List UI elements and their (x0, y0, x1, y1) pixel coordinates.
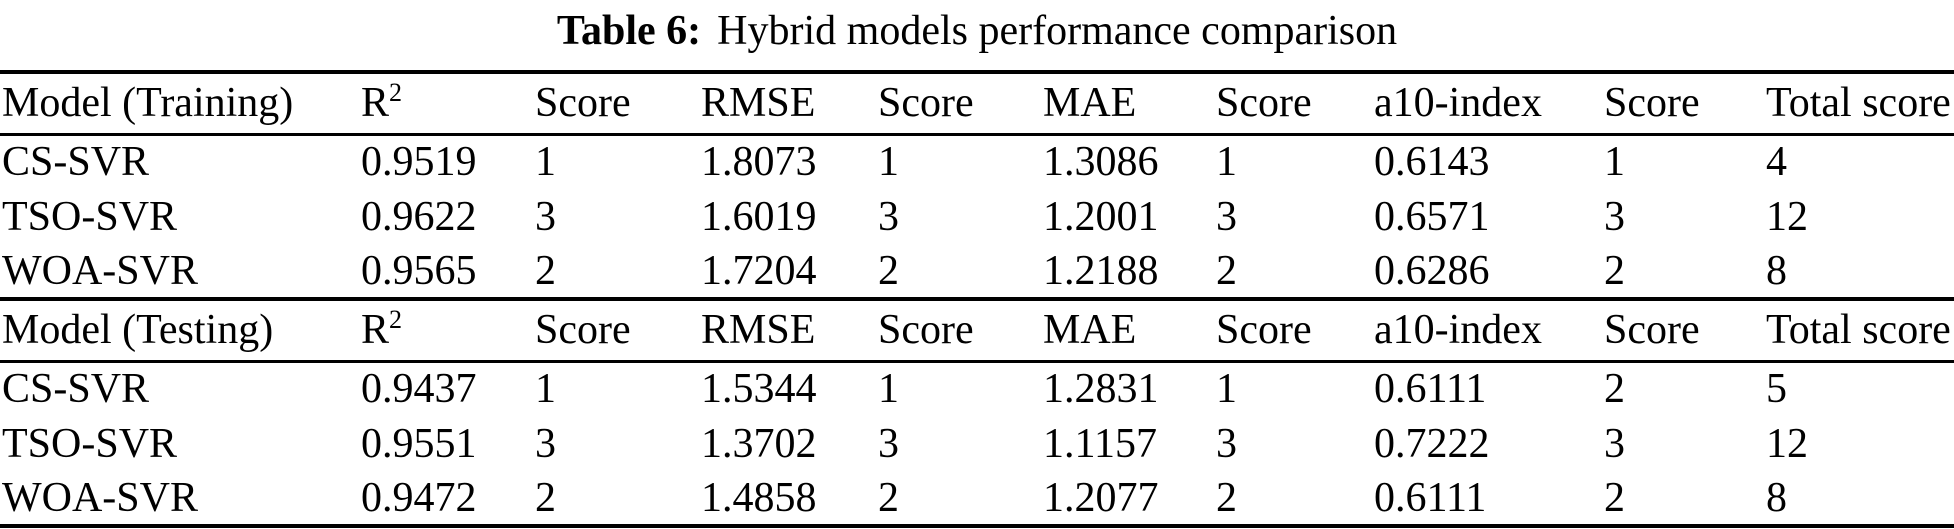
cell-a10-index: 0.6111 (1374, 366, 1487, 413)
column-header-r2: R2 (361, 305, 403, 354)
cell-model: WOA-SVR (2, 247, 198, 294)
column-header-a10-index: a10-index (1374, 307, 1542, 354)
column-header-score: Score (535, 80, 631, 127)
cell-rmse: 1.4858 (701, 474, 817, 521)
r2-superscript: 2 (389, 305, 403, 335)
cell-r2: 0.9565 (361, 247, 477, 294)
cell-score: 3 (1216, 420, 1237, 467)
cell-score: 2 (878, 474, 899, 521)
table-caption-label: Table 6: (556, 8, 702, 54)
cell-a10-index: 0.7222 (1374, 420, 1490, 467)
cell-total-score: 12 (1766, 420, 1808, 467)
cell-score: 3 (1216, 193, 1237, 240)
cell-rmse: 1.6019 (701, 193, 817, 240)
cell-score: 1 (1216, 139, 1237, 186)
cell-total-score: 4 (1766, 139, 1787, 186)
cell-score: 2 (1604, 474, 1625, 521)
cell-score: 1 (1604, 139, 1625, 186)
table-row-testing-cs-svr: CS-SVR 0.9437 1 1.5344 1 1.2831 1 0.6111… (0, 361, 1954, 416)
cell-a10-index: 0.6286 (1374, 247, 1490, 294)
cell-mae: 1.3086 (1043, 139, 1159, 186)
cell-score: 1 (878, 139, 899, 186)
cell-score: 3 (535, 193, 556, 240)
cell-total-score: 12 (1766, 193, 1808, 240)
cell-score: 1 (878, 366, 899, 413)
r2-superscript: 2 (389, 78, 403, 108)
cell-score: 1 (535, 366, 556, 413)
cell-score: 2 (1604, 247, 1625, 294)
cell-rmse: 1.8073 (701, 139, 817, 186)
cell-score: 3 (1604, 420, 1625, 467)
cell-model: TSO-SVR (2, 193, 178, 240)
column-header-score: Score (1604, 80, 1700, 127)
cell-score: 3 (878, 420, 899, 467)
column-header-score: Score (878, 80, 974, 127)
cell-r2: 0.9519 (361, 139, 477, 186)
table-row-training-tso-svr: TSO-SVR 0.9622 3 1.6019 3 1.2001 3 0.657… (0, 189, 1954, 244)
table-row-testing-tso-svr: TSO-SVR 0.9551 3 1.3702 3 1.1157 3 0.722… (0, 416, 1954, 471)
cell-mae: 1.2001 (1043, 193, 1159, 240)
cell-model: CS-SVR (2, 366, 150, 413)
table-row-testing-woa-svr: WOA-SVR 0.9472 2 1.4858 2 1.2077 2 0.611… (0, 471, 1954, 526)
cell-a10-index: 0.6571 (1374, 193, 1490, 240)
cell-mae: 1.2188 (1043, 247, 1159, 294)
table-caption: Table 6: Hybrid models performance compar… (0, 6, 1954, 56)
table-caption-text: Hybrid models performance comparison (717, 8, 1398, 54)
cell-score: 1 (535, 139, 556, 186)
table-row-training-cs-svr: CS-SVR 0.9519 1 1.8073 1 1.3086 1 0.6143… (0, 134, 1954, 189)
cell-a10-index: 0.6111 (1374, 474, 1487, 521)
column-header-model: Model (Testing) (2, 307, 274, 354)
cell-model: TSO-SVR (2, 420, 178, 467)
column-header-score: Score (878, 307, 974, 354)
column-header-rmse: RMSE (701, 80, 816, 127)
column-header-r2: R2 (361, 78, 403, 127)
cell-score: 1 (1216, 366, 1237, 413)
cell-score: 2 (535, 247, 556, 294)
training-header-row: Model (Training) R2 Score RMSE Score MAE… (0, 72, 1954, 134)
cell-score: 3 (1604, 193, 1625, 240)
column-header-total-score: Total score (1766, 307, 1951, 354)
cell-total-score: 8 (1766, 474, 1787, 521)
cell-score: 3 (878, 193, 899, 240)
cell-r2: 0.9551 (361, 420, 477, 467)
column-header-score: Score (1604, 307, 1700, 354)
cell-score: 2 (1604, 366, 1625, 413)
column-header-rmse: RMSE (701, 307, 816, 354)
performance-table: Model (Training) R2 Score RMSE Score MAE… (0, 70, 1954, 528)
cell-mae: 1.2831 (1043, 366, 1159, 413)
cell-score: 2 (878, 247, 899, 294)
column-header-model: Model (Training) (2, 80, 294, 127)
cell-total-score: 8 (1766, 247, 1787, 294)
cell-score: 2 (1216, 247, 1237, 294)
column-header-a10-index: a10-index (1374, 80, 1542, 127)
column-header-score: Score (1216, 307, 1312, 354)
cell-score: 3 (535, 420, 556, 467)
column-header-mae: MAE (1043, 80, 1137, 127)
cell-rmse: 1.5344 (701, 366, 817, 413)
column-header-score: Score (535, 307, 631, 354)
cell-rmse: 1.7204 (701, 247, 817, 294)
cell-a10-index: 0.6143 (1374, 139, 1490, 186)
cell-model: CS-SVR (2, 139, 150, 186)
column-header-score: Score (1216, 80, 1312, 127)
cell-r2: 0.9472 (361, 474, 477, 521)
cell-rmse: 1.3702 (701, 420, 817, 467)
cell-r2: 0.9437 (361, 366, 477, 413)
cell-score: 2 (1216, 474, 1237, 521)
cell-r2: 0.9622 (361, 193, 477, 240)
testing-header-row: Model (Testing) R2 Score RMSE Score MAE … (0, 299, 1954, 361)
cell-mae: 1.1157 (1043, 420, 1157, 467)
column-header-total-score: Total score (1766, 80, 1951, 127)
cell-score: 2 (535, 474, 556, 521)
cell-total-score: 5 (1766, 366, 1787, 413)
column-header-mae: MAE (1043, 307, 1137, 354)
table-row-training-woa-svr: WOA-SVR 0.9565 2 1.7204 2 1.2188 2 0.628… (0, 244, 1954, 299)
cell-mae: 1.2077 (1043, 474, 1159, 521)
cell-model: WOA-SVR (2, 474, 198, 521)
